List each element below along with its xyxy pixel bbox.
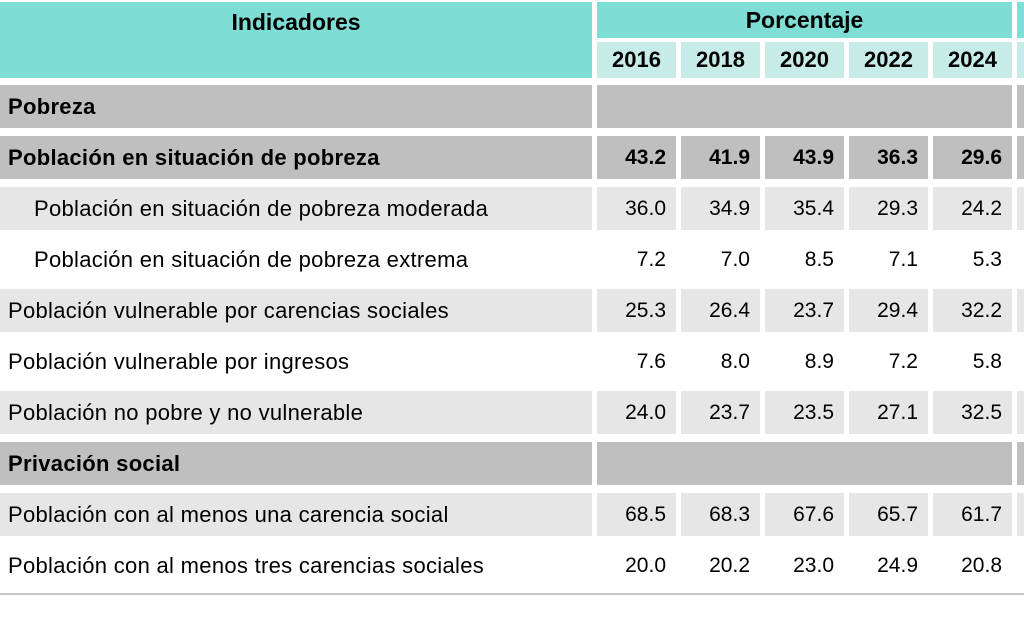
value-cell: 24.0 bbox=[597, 391, 676, 434]
table-row: Población en situación de pobreza 43.2 4… bbox=[0, 136, 1024, 179]
year-header: 2016 bbox=[597, 42, 676, 78]
row-label: Población no pobre y no vulnerable bbox=[0, 391, 592, 434]
value-cell: 24.9 bbox=[849, 544, 928, 587]
table-row: Población no pobre y no vulnerable 24.0 … bbox=[0, 391, 1024, 434]
value-cell: 29.4 bbox=[849, 289, 928, 332]
year-header: 2018 bbox=[681, 42, 760, 78]
value-cell: 24.2 bbox=[933, 187, 1012, 230]
poverty-indicators-table: Indicadores Porcentaje 2016 2018 2020 20… bbox=[0, 2, 1024, 595]
value-cell: 20.8 bbox=[933, 544, 1012, 587]
value-cell: 23.5 bbox=[765, 391, 844, 434]
header-right-group: Porcentaje 2016 2018 2020 2022 2024 bbox=[597, 2, 1024, 78]
section-label: Pobreza bbox=[0, 85, 592, 128]
cutoff-column-cell bbox=[1017, 340, 1024, 383]
cutoff-column-cell bbox=[1017, 493, 1024, 536]
row-label: Población en situación de pobreza extrem… bbox=[0, 238, 592, 281]
header-indicadores: Indicadores bbox=[0, 2, 592, 78]
value-cell: 43.9 bbox=[765, 136, 844, 179]
value-cell: 7.6 bbox=[597, 340, 676, 383]
table-row: Población vulnerable por ingresos 7.6 8.… bbox=[0, 340, 1024, 383]
section-row: Pobreza bbox=[0, 85, 1024, 128]
cutoff-column-cell bbox=[1017, 136, 1024, 179]
value-cell: 65.7 bbox=[849, 493, 928, 536]
value-cell: 25.3 bbox=[597, 289, 676, 332]
row-label: Población con al menos una carencia soci… bbox=[0, 493, 592, 536]
value-cell: 68.3 bbox=[681, 493, 760, 536]
table-row: Población vulnerable por carencias socia… bbox=[0, 289, 1024, 332]
table-row: Población con al menos una carencia soci… bbox=[0, 493, 1024, 536]
value-cell: 43.2 bbox=[597, 136, 676, 179]
year-header: 2022 bbox=[849, 42, 928, 78]
row-label: Población vulnerable por ingresos bbox=[0, 340, 592, 383]
value-cell: 8.5 bbox=[765, 238, 844, 281]
value-cell: 5.8 bbox=[933, 340, 1012, 383]
value-cell: 7.2 bbox=[849, 340, 928, 383]
table-row: Población con al menos tres carencias so… bbox=[0, 544, 1024, 587]
section-merged-cell bbox=[597, 442, 1012, 485]
value-cell: 8.9 bbox=[765, 340, 844, 383]
value-cell: 32.2 bbox=[933, 289, 1012, 332]
value-cell: 8.0 bbox=[681, 340, 760, 383]
header-porcentaje: Porcentaje bbox=[597, 2, 1012, 38]
row-label: Población en situación de pobreza bbox=[0, 136, 592, 179]
cutoff-column-cell bbox=[1017, 442, 1024, 485]
value-cell: 23.7 bbox=[765, 289, 844, 332]
cutoff-column-cell bbox=[1017, 391, 1024, 434]
year-header: 2024 bbox=[933, 42, 1012, 78]
value-cell: 20.2 bbox=[681, 544, 760, 587]
value-cell: 34.9 bbox=[681, 187, 760, 230]
value-cell: 36.0 bbox=[597, 187, 676, 230]
value-cell: 68.5 bbox=[597, 493, 676, 536]
section-merged-cell bbox=[597, 85, 1012, 128]
value-cell: 61.7 bbox=[933, 493, 1012, 536]
cutoff-column-cell bbox=[1017, 289, 1024, 332]
value-cell: 26.4 bbox=[681, 289, 760, 332]
section-label: Privación social bbox=[0, 442, 592, 485]
value-cell: 7.1 bbox=[849, 238, 928, 281]
cutoff-column-group-header bbox=[1017, 2, 1024, 38]
value-cell: 7.2 bbox=[597, 238, 676, 281]
table-bottom-border bbox=[0, 593, 1024, 595]
table-row: Población en situación de pobreza extrem… bbox=[0, 238, 1024, 281]
value-cell: 29.6 bbox=[933, 136, 1012, 179]
value-cell: 7.0 bbox=[681, 238, 760, 281]
cutoff-column-cell bbox=[1017, 85, 1024, 128]
value-cell: 23.7 bbox=[681, 391, 760, 434]
row-label: Población en situación de pobreza modera… bbox=[0, 187, 592, 230]
row-label: Población con al menos tres carencias so… bbox=[0, 544, 592, 587]
cutoff-column-cell bbox=[1017, 544, 1024, 587]
value-cell: 5.3 bbox=[933, 238, 1012, 281]
value-cell: 41.9 bbox=[681, 136, 760, 179]
value-cell: 20.0 bbox=[597, 544, 676, 587]
value-cell: 67.6 bbox=[765, 493, 844, 536]
value-cell: 32.5 bbox=[933, 391, 1012, 434]
year-header: 2020 bbox=[765, 42, 844, 78]
section-row: Privación social bbox=[0, 442, 1024, 485]
header-group-row: Porcentaje bbox=[597, 2, 1024, 38]
value-cell: 27.1 bbox=[849, 391, 928, 434]
cutoff-column-cell bbox=[1017, 187, 1024, 230]
row-label: Población vulnerable por carencias socia… bbox=[0, 289, 592, 332]
cutoff-column-year-header bbox=[1017, 42, 1024, 78]
table-row: Población en situación de pobreza modera… bbox=[0, 187, 1024, 230]
value-cell: 29.3 bbox=[849, 187, 928, 230]
value-cell: 23.0 bbox=[765, 544, 844, 587]
value-cell: 35.4 bbox=[765, 187, 844, 230]
cutoff-column-cell bbox=[1017, 238, 1024, 281]
header-years-row: 2016 2018 2020 2022 2024 bbox=[597, 42, 1024, 78]
value-cell: 36.3 bbox=[849, 136, 928, 179]
table-header: Indicadores Porcentaje 2016 2018 2020 20… bbox=[0, 2, 1024, 78]
